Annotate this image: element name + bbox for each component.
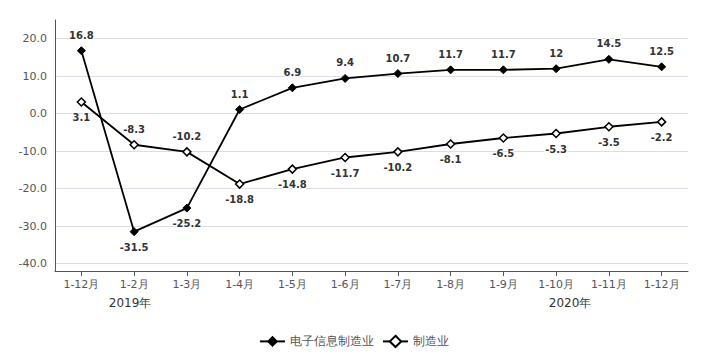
svg-text:10.7: 10.7 bbox=[386, 53, 411, 64]
svg-text:1-10月: 1-10月 bbox=[538, 278, 574, 291]
svg-text:-25.2: -25.2 bbox=[172, 218, 201, 229]
svg-text:-31.5: -31.5 bbox=[120, 242, 149, 253]
svg-text:制造业: 制造业 bbox=[413, 334, 449, 348]
svg-text:电子信息制造业: 电子信息制造业 bbox=[290, 334, 374, 348]
svg-text:1-9月: 1-9月 bbox=[489, 278, 518, 291]
svg-text:-8.3: -8.3 bbox=[123, 124, 145, 135]
svg-text:1-12月: 1-12月 bbox=[644, 278, 680, 291]
svg-text:-18.8: -18.8 bbox=[225, 194, 254, 205]
svg-text:1-7月: 1-7月 bbox=[383, 278, 412, 291]
svg-text:1-3月: 1-3月 bbox=[172, 278, 201, 291]
svg-text:2020年: 2020年 bbox=[549, 296, 592, 310]
svg-text:1-12月: 1-12月 bbox=[63, 278, 99, 291]
svg-text:6.9: 6.9 bbox=[284, 67, 302, 78]
svg-text:1-5月: 1-5月 bbox=[278, 278, 307, 291]
svg-text:14.5: 14.5 bbox=[597, 38, 622, 49]
svg-text:-5.3: -5.3 bbox=[545, 144, 567, 155]
svg-text:0.0: 0.0 bbox=[30, 107, 48, 120]
svg-text:1-8月: 1-8月 bbox=[436, 278, 465, 291]
svg-text:1-6月: 1-6月 bbox=[331, 278, 360, 291]
svg-text:20.0: 20.0 bbox=[23, 32, 48, 45]
svg-text:-10.0: -10.0 bbox=[19, 145, 47, 158]
svg-text:1.1: 1.1 bbox=[231, 89, 249, 100]
svg-text:11.7: 11.7 bbox=[491, 49, 516, 60]
svg-text:11.7: 11.7 bbox=[438, 49, 463, 60]
svg-text:-30.0: -30.0 bbox=[19, 220, 47, 233]
svg-text:-6.5: -6.5 bbox=[492, 148, 514, 159]
svg-text:12: 12 bbox=[549, 48, 563, 59]
svg-text:-10.2: -10.2 bbox=[383, 162, 412, 173]
svg-text:1-4月: 1-4月 bbox=[225, 278, 254, 291]
svg-text:12.5: 12.5 bbox=[649, 46, 674, 57]
svg-text:-3.5: -3.5 bbox=[598, 137, 620, 148]
svg-text:2019年: 2019年 bbox=[109, 296, 152, 310]
svg-text:10.0: 10.0 bbox=[23, 70, 48, 83]
svg-text:-10.2: -10.2 bbox=[172, 131, 201, 142]
svg-text:16.8: 16.8 bbox=[69, 30, 94, 41]
svg-text:3.1: 3.1 bbox=[73, 112, 91, 123]
svg-text:-20.0: -20.0 bbox=[19, 182, 47, 195]
svg-text:-2.2: -2.2 bbox=[651, 132, 673, 143]
svg-text:1-2月: 1-2月 bbox=[120, 278, 149, 291]
svg-text:1-11月: 1-11月 bbox=[591, 278, 627, 291]
svg-text:-8.1: -8.1 bbox=[440, 154, 462, 165]
svg-text:9.4: 9.4 bbox=[336, 57, 354, 68]
svg-text:-14.8: -14.8 bbox=[278, 179, 307, 190]
svg-text:-40.0: -40.0 bbox=[19, 257, 47, 270]
svg-text:-11.7: -11.7 bbox=[331, 168, 360, 179]
